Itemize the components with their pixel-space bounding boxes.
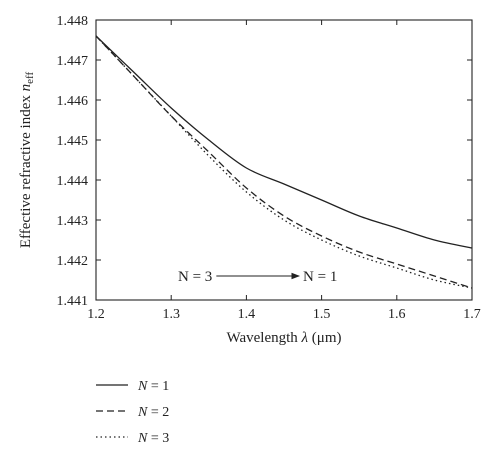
y-tick-label: 1.447 (57, 54, 89, 69)
annotation-right-label: N = 1 (303, 269, 337, 285)
y-tick-label: 1.442 (57, 254, 89, 269)
x-tick-label: 1.6 (388, 307, 406, 322)
series-line-n2 (95, 35, 473, 289)
legend-label: N = 1 (137, 379, 169, 394)
y-tick-label: 1.445 (57, 134, 89, 149)
y-tick-label: 1.441 (57, 294, 89, 309)
annotation-left-label: N = 3 (178, 269, 212, 285)
y-axis-ticks: 1.441 1.442 1.443 1.444 1.445 1.446 1.447 1.448 (57, 14, 472, 309)
legend-label: N = 3 (137, 431, 169, 446)
plot-border (95, 19, 473, 301)
x-axis-label: Wavelength λ (μm) (227, 330, 342, 346)
annotation: N = 3 N = 1 (178, 269, 337, 285)
x-tick-label: 1.7 (463, 307, 481, 322)
y-tick-label: 1.446 (57, 94, 89, 109)
x-tick-label: 1.3 (162, 307, 180, 322)
series-layer (95, 35, 473, 289)
legend-label: N = 2 (137, 405, 169, 420)
y-axis-label: Effective refractive index neff (18, 72, 36, 249)
legend: N = 1 N = 2 N = 3 (96, 379, 169, 446)
x-tick-label: 1.4 (238, 307, 256, 322)
plot-frame (95, 19, 473, 301)
y-tick-label: 1.448 (57, 14, 89, 29)
x-tick-label: 1.5 (313, 307, 331, 322)
y-tick-label: 1.443 (57, 214, 89, 229)
y-tick-label: 1.444 (57, 174, 89, 189)
series-line-n1 (95, 35, 473, 249)
x-tick-label: 1.2 (87, 307, 105, 322)
series-line-n3 (95, 35, 473, 289)
x-axis-ticks: 1.2 1.3 1.4 1.5 1.6 1.7 (87, 20, 481, 322)
